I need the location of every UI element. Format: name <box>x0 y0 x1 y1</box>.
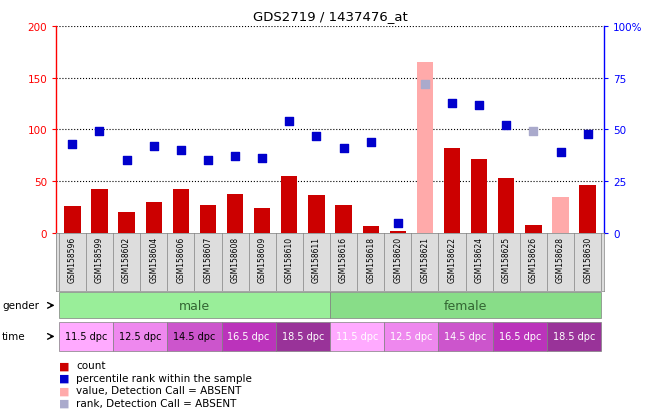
Bar <box>308 195 325 233</box>
Text: ■: ■ <box>59 385 70 395</box>
FancyBboxPatch shape <box>222 322 276 351</box>
Point <box>203 158 213 164</box>
Text: GSM158621: GSM158621 <box>420 236 430 282</box>
Text: GSM158624: GSM158624 <box>475 236 484 282</box>
Text: 18.5 dpc: 18.5 dpc <box>282 332 324 342</box>
Point <box>284 119 294 125</box>
Text: GSM158610: GSM158610 <box>285 236 294 282</box>
Text: GSM158606: GSM158606 <box>176 236 185 282</box>
Text: time: time <box>2 332 26 342</box>
Point <box>366 139 376 146</box>
FancyBboxPatch shape <box>59 292 330 319</box>
Text: GSM158611: GSM158611 <box>312 236 321 282</box>
Bar <box>64 206 81 233</box>
Point <box>555 150 566 156</box>
Text: GSM158609: GSM158609 <box>257 236 267 282</box>
Bar <box>119 213 135 233</box>
Text: 11.5 dpc: 11.5 dpc <box>65 332 107 342</box>
Text: rank, Detection Call = ABSENT: rank, Detection Call = ABSENT <box>76 398 236 408</box>
Point <box>311 133 321 140</box>
Text: GSM158630: GSM158630 <box>583 236 592 282</box>
Bar <box>200 206 216 233</box>
Text: GSM158626: GSM158626 <box>529 236 538 282</box>
FancyBboxPatch shape <box>276 322 330 351</box>
Bar <box>362 226 379 233</box>
Point <box>501 123 512 129</box>
FancyBboxPatch shape <box>330 322 384 351</box>
FancyBboxPatch shape <box>113 322 167 351</box>
Bar <box>227 194 244 233</box>
Text: 18.5 dpc: 18.5 dpc <box>553 332 595 342</box>
Point <box>420 81 430 88</box>
Text: GSM158616: GSM158616 <box>339 236 348 282</box>
Bar <box>254 209 271 233</box>
Text: 12.5 dpc: 12.5 dpc <box>390 332 432 342</box>
Text: count: count <box>76 361 106 370</box>
Point <box>257 156 267 162</box>
Text: GSM158602: GSM158602 <box>122 236 131 282</box>
Text: 16.5 dpc: 16.5 dpc <box>228 332 270 342</box>
Bar <box>91 190 108 233</box>
Bar <box>389 231 406 233</box>
Text: 12.5 dpc: 12.5 dpc <box>119 332 162 342</box>
Bar <box>416 63 433 233</box>
FancyBboxPatch shape <box>167 322 222 351</box>
Text: GSM158620: GSM158620 <box>393 236 403 282</box>
Point <box>582 131 593 138</box>
FancyBboxPatch shape <box>493 322 547 351</box>
Point <box>148 143 159 150</box>
Point <box>528 129 539 135</box>
Text: 14.5 dpc: 14.5 dpc <box>173 332 216 342</box>
Bar <box>525 225 541 233</box>
Bar <box>471 160 487 233</box>
Bar <box>552 197 569 233</box>
Bar <box>444 149 460 233</box>
Point <box>393 220 403 226</box>
Point <box>67 141 78 148</box>
Point <box>121 158 132 164</box>
FancyBboxPatch shape <box>547 322 601 351</box>
Point <box>94 129 105 135</box>
Text: ■: ■ <box>59 398 70 408</box>
Text: GSM158622: GSM158622 <box>447 236 457 282</box>
FancyBboxPatch shape <box>330 292 601 319</box>
Point <box>230 154 240 160</box>
Point <box>339 145 349 152</box>
Text: GSM158618: GSM158618 <box>366 236 375 282</box>
Text: ■: ■ <box>59 361 70 370</box>
Text: GSM158607: GSM158607 <box>203 236 213 282</box>
Bar <box>281 177 298 233</box>
Text: GSM158608: GSM158608 <box>230 236 240 282</box>
FancyBboxPatch shape <box>59 322 113 351</box>
Text: GSM158599: GSM158599 <box>95 236 104 282</box>
FancyBboxPatch shape <box>438 322 493 351</box>
Bar <box>579 186 596 233</box>
Text: 14.5 dpc: 14.5 dpc <box>444 332 487 342</box>
Text: male: male <box>179 299 210 312</box>
Point <box>474 102 484 109</box>
Text: 11.5 dpc: 11.5 dpc <box>336 332 378 342</box>
Text: GSM158604: GSM158604 <box>149 236 158 282</box>
Text: value, Detection Call = ABSENT: value, Detection Call = ABSENT <box>76 385 242 395</box>
Text: GSM158628: GSM158628 <box>556 236 565 282</box>
Point <box>447 100 457 107</box>
Bar <box>146 202 162 233</box>
FancyBboxPatch shape <box>384 322 438 351</box>
Text: female: female <box>444 299 487 312</box>
Text: gender: gender <box>2 301 39 311</box>
Text: percentile rank within the sample: percentile rank within the sample <box>76 373 251 383</box>
Text: GSM158625: GSM158625 <box>502 236 511 282</box>
Bar <box>335 206 352 233</box>
Bar <box>498 178 514 233</box>
Point <box>176 147 186 154</box>
Bar <box>173 190 189 233</box>
Text: ■: ■ <box>59 373 70 383</box>
Text: 16.5 dpc: 16.5 dpc <box>499 332 541 342</box>
Text: GDS2719 / 1437476_at: GDS2719 / 1437476_at <box>253 10 407 23</box>
Text: GSM158596: GSM158596 <box>68 236 77 282</box>
